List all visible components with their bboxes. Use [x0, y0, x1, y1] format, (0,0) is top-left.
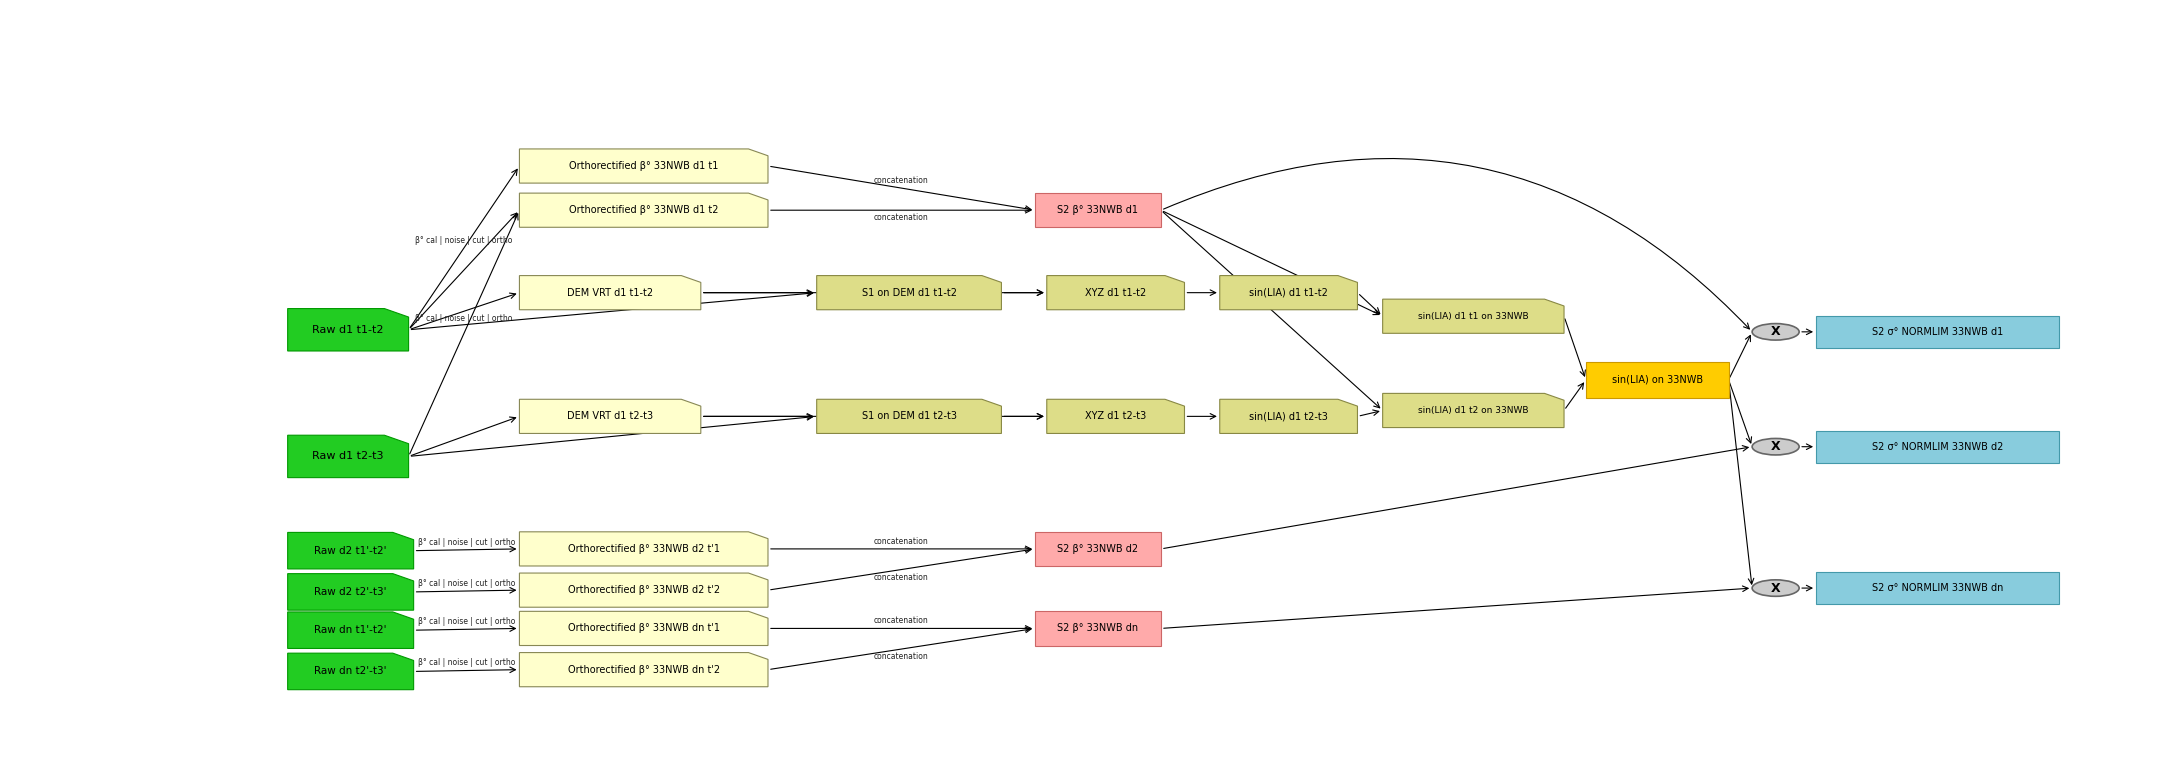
Text: Raw d2 t2'-t3': Raw d2 t2'-t3' — [314, 587, 388, 597]
Polygon shape — [1220, 399, 1357, 434]
Text: concatenation: concatenation — [873, 653, 930, 661]
Text: β° cal | noise | cut | ortho: β° cal | noise | cut | ortho — [418, 617, 516, 626]
Text: Orthorectified β° 33NWB d1 t2: Orthorectified β° 33NWB d1 t2 — [570, 205, 719, 215]
Polygon shape — [1047, 399, 1185, 434]
Text: Raw d2 t1'-t2': Raw d2 t1'-t2' — [314, 545, 388, 555]
Polygon shape — [520, 611, 767, 646]
Text: β° cal | noise | cut | ortho: β° cal | noise | cut | ortho — [418, 579, 516, 588]
FancyBboxPatch shape — [1816, 431, 2059, 463]
Polygon shape — [288, 612, 414, 649]
Polygon shape — [817, 399, 1001, 434]
Circle shape — [1753, 438, 1799, 455]
Text: Orthorectified β° 33NWB dn t'1: Orthorectified β° 33NWB dn t'1 — [568, 623, 719, 633]
Text: Raw d1 t1-t2: Raw d1 t1-t2 — [312, 325, 384, 335]
Text: sin(LIA) d1 t2 on 33NWB: sin(LIA) d1 t2 on 33NWB — [1417, 406, 1528, 415]
Text: Orthorectified β° 33NWB d2 t'2: Orthorectified β° 33NWB d2 t'2 — [568, 585, 719, 595]
Text: S2 σ° NORMLIM 33NWB dn: S2 σ° NORMLIM 33NWB dn — [1872, 583, 2004, 593]
Text: S1 on DEM d1 t2-t3: S1 on DEM d1 t2-t3 — [862, 412, 956, 422]
Text: S1 on DEM d1 t1-t2: S1 on DEM d1 t1-t2 — [862, 288, 956, 298]
Text: β° cal | noise | cut | ortho: β° cal | noise | cut | ortho — [416, 314, 514, 324]
FancyBboxPatch shape — [1036, 611, 1162, 646]
Polygon shape — [288, 435, 410, 477]
Text: XYZ d1 t2-t3: XYZ d1 t2-t3 — [1086, 412, 1146, 422]
FancyBboxPatch shape — [1816, 572, 2059, 604]
Text: XYZ d1 t1-t2: XYZ d1 t1-t2 — [1086, 288, 1146, 298]
Text: sin(LIA) on 33NWB: sin(LIA) on 33NWB — [1612, 375, 1703, 385]
Text: DEM VRT d1 t1-t2: DEM VRT d1 t1-t2 — [568, 288, 652, 298]
Polygon shape — [520, 149, 767, 183]
Text: Raw dn t1'-t2': Raw dn t1'-t2' — [314, 625, 388, 635]
Polygon shape — [817, 275, 1001, 310]
Text: DEM VRT d1 t2-t3: DEM VRT d1 t2-t3 — [568, 412, 652, 422]
Text: Raw dn t2'-t3': Raw dn t2'-t3' — [314, 666, 388, 676]
Text: S2 β° 33NWB d1: S2 β° 33NWB d1 — [1057, 205, 1138, 215]
Polygon shape — [288, 308, 410, 351]
Text: concatenation: concatenation — [873, 176, 930, 185]
FancyBboxPatch shape — [1816, 316, 2059, 348]
Polygon shape — [288, 574, 414, 610]
Text: X: X — [1770, 581, 1781, 594]
Text: concatenation: concatenation — [873, 573, 930, 581]
Text: β° cal | noise | cut | ortho: β° cal | noise | cut | ortho — [418, 538, 516, 547]
Text: concatenation: concatenation — [873, 537, 930, 545]
Circle shape — [1753, 324, 1799, 340]
Text: S2 σ° NORMLIM 33NWB d2: S2 σ° NORMLIM 33NWB d2 — [1872, 441, 2004, 451]
Text: sin(LIA) d1 t1-t2: sin(LIA) d1 t1-t2 — [1248, 288, 1328, 298]
Text: Raw d1 t2-t3: Raw d1 t2-t3 — [312, 451, 384, 461]
Text: Orthorectified β° 33NWB d2 t'1: Orthorectified β° 33NWB d2 t'1 — [568, 544, 719, 554]
Polygon shape — [1220, 275, 1357, 310]
Polygon shape — [520, 193, 767, 227]
FancyBboxPatch shape — [1036, 193, 1162, 227]
Text: Orthorectified β° 33NWB dn t'2: Orthorectified β° 33NWB dn t'2 — [568, 665, 719, 675]
Polygon shape — [288, 532, 414, 569]
FancyBboxPatch shape — [1036, 532, 1162, 566]
Polygon shape — [520, 532, 767, 566]
Polygon shape — [1383, 299, 1565, 334]
Polygon shape — [520, 653, 767, 687]
FancyBboxPatch shape — [1586, 362, 1729, 398]
Circle shape — [1753, 580, 1799, 597]
Text: X: X — [1770, 325, 1781, 338]
Text: sin(LIA) d1 t2-t3: sin(LIA) d1 t2-t3 — [1248, 412, 1328, 422]
Text: S2 β° 33NWB dn: S2 β° 33NWB dn — [1057, 623, 1138, 633]
Text: concatenation: concatenation — [873, 213, 930, 223]
Polygon shape — [520, 275, 700, 310]
Text: β° cal | noise | cut | ortho: β° cal | noise | cut | ortho — [416, 236, 514, 245]
Polygon shape — [520, 399, 700, 434]
Text: β° cal | noise | cut | ortho: β° cal | noise | cut | ortho — [418, 659, 516, 667]
Text: concatenation: concatenation — [873, 617, 930, 625]
Text: sin(LIA) d1 t1 on 33NWB: sin(LIA) d1 t1 on 33NWB — [1417, 311, 1528, 321]
Text: X: X — [1770, 440, 1781, 453]
Polygon shape — [288, 653, 414, 690]
Polygon shape — [1383, 393, 1565, 428]
Text: Orthorectified β° 33NWB d1 t1: Orthorectified β° 33NWB d1 t1 — [570, 161, 719, 171]
Polygon shape — [520, 573, 767, 607]
Text: S2 σ° NORMLIM 33NWB d1: S2 σ° NORMLIM 33NWB d1 — [1872, 327, 2002, 337]
Polygon shape — [1047, 275, 1185, 310]
Text: S2 β° 33NWB d2: S2 β° 33NWB d2 — [1057, 544, 1138, 554]
